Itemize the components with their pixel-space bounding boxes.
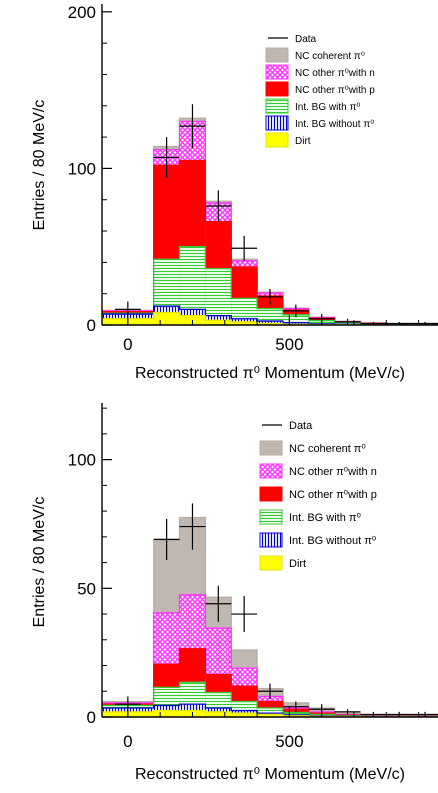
data-point bbox=[334, 709, 361, 715]
legend-swatch bbox=[265, 81, 289, 97]
legend-entry: NC other π⁰with p bbox=[259, 486, 377, 502]
legend-swatch bbox=[265, 47, 289, 63]
legend-label: Int. BG without π⁰ bbox=[295, 119, 374, 130]
data-point bbox=[114, 301, 141, 318]
y-axis-label: Entries / 80 MeV/c bbox=[31, 100, 48, 231]
legend-label: NC coherent π⁰ bbox=[289, 443, 366, 455]
legend-entry: NC coherent π⁰ bbox=[265, 47, 365, 63]
legend-label: Int. BG with π⁰ bbox=[295, 102, 360, 113]
y-tick-label: 200 bbox=[68, 3, 96, 22]
data-point bbox=[153, 137, 180, 178]
legend-entry: NC other π⁰with p bbox=[265, 81, 375, 97]
series-int-bg-with- bbox=[102, 246, 438, 326]
legend-entry: Dirt bbox=[259, 555, 306, 571]
legend: Data NC coherent π⁰ NC other π⁰with n NC ot… bbox=[265, 34, 375, 148]
x-axis-label: Reconstructed π⁰ Momentum (MeV/c) bbox=[135, 766, 405, 783]
hist-bin bbox=[153, 710, 180, 717]
axis-layer: 0 50 100 0 500 bbox=[68, 403, 438, 751]
data-point bbox=[205, 585, 232, 622]
hist-bin bbox=[257, 323, 283, 325]
legend-swatch bbox=[265, 98, 289, 114]
hist-bin bbox=[282, 314, 309, 325]
data-point bbox=[179, 104, 206, 149]
y-tick-label: 0 bbox=[87, 708, 96, 727]
legend-swatch bbox=[259, 555, 283, 571]
x-tick-label: 500 bbox=[275, 335, 303, 354]
legend-label: Int. BG with π⁰ bbox=[289, 512, 361, 524]
x-tick-label: 500 bbox=[275, 732, 303, 751]
data-point bbox=[257, 288, 283, 305]
data-point bbox=[231, 235, 258, 261]
legend: Data NC coherent π⁰ NC other π⁰with n NC ot… bbox=[259, 420, 377, 571]
legend-entry: NC other π⁰with n bbox=[265, 64, 375, 80]
legend-label: Dirt bbox=[289, 558, 306, 570]
axis-layer: 0 100 200 0 500 bbox=[68, 3, 438, 354]
data-point bbox=[360, 711, 387, 717]
legend-label: NC other π⁰with p bbox=[295, 85, 375, 96]
legend-entry: Int. BG with π⁰ bbox=[265, 98, 360, 114]
hist-bin bbox=[231, 321, 258, 325]
legend-label: Dirt bbox=[295, 136, 311, 147]
legend-entry: Data bbox=[268, 34, 317, 45]
legend-entry: Int. BG without π⁰ bbox=[265, 115, 374, 131]
chart-bottom: 0 50 100 0 500 Data NC coherent π⁰ NC other π⁰… bbox=[31, 403, 438, 783]
legend-label: Data bbox=[289, 420, 313, 432]
legend-label: NC other π⁰with p bbox=[289, 489, 377, 501]
y-axis-label: Entries / 80 MeV/c bbox=[31, 497, 48, 628]
legend-entry: NC other π⁰with n bbox=[259, 463, 377, 479]
data-point bbox=[386, 711, 413, 717]
legend-entry: Int. BG without π⁰ bbox=[259, 532, 377, 548]
histogram-layer bbox=[102, 117, 438, 326]
legend-entry: NC coherent π⁰ bbox=[259, 440, 366, 456]
hist-bin bbox=[153, 312, 180, 325]
hist-bin bbox=[205, 711, 232, 717]
data-point bbox=[334, 318, 361, 325]
data-points-layer bbox=[114, 104, 438, 325]
y-tick-label: 100 bbox=[68, 451, 96, 470]
legend-entry: Dirt bbox=[265, 132, 311, 148]
x-tick-label: 0 bbox=[123, 732, 132, 751]
legend-label: NC coherent π⁰ bbox=[295, 51, 365, 62]
y-tick-label: 0 bbox=[87, 316, 96, 335]
x-tick-label: 0 bbox=[123, 335, 132, 354]
data-point bbox=[282, 304, 309, 318]
data-point bbox=[179, 503, 206, 550]
data-point bbox=[153, 518, 180, 560]
y-tick-label: 50 bbox=[77, 579, 96, 598]
y-tick-label: 100 bbox=[68, 159, 96, 178]
histogram-layer bbox=[102, 516, 438, 718]
data-point bbox=[257, 683, 283, 699]
hist-bin bbox=[257, 714, 283, 717]
legend-swatch bbox=[265, 132, 289, 148]
data-point bbox=[205, 190, 232, 222]
legend-label: NC other π⁰with n bbox=[289, 466, 377, 478]
legend-swatch bbox=[265, 115, 289, 131]
legend-swatch bbox=[265, 64, 289, 80]
legend-swatch bbox=[259, 486, 283, 502]
data-point bbox=[231, 596, 258, 633]
legend-label: Int. BG without π⁰ bbox=[289, 535, 377, 547]
data-points-layer bbox=[114, 503, 438, 717]
legend-swatch bbox=[259, 463, 283, 479]
legend-swatch bbox=[259, 532, 283, 548]
legend-swatch bbox=[259, 440, 283, 456]
data-point bbox=[282, 701, 309, 712]
hist-bin bbox=[231, 713, 258, 717]
x-axis-label: Reconstructed π⁰ Momentum (MeV/c) bbox=[135, 365, 405, 382]
legend-label: NC other π⁰with n bbox=[295, 68, 375, 79]
legend-swatch bbox=[259, 509, 283, 525]
data-point bbox=[412, 711, 438, 717]
legend-entry: Data bbox=[262, 420, 313, 432]
legend-label: Data bbox=[295, 34, 317, 45]
hist-bin bbox=[205, 320, 232, 325]
chart-top: 0 100 200 0 500 Data NC coherent π⁰ NC other π… bbox=[31, 3, 438, 382]
legend-entry: Int. BG with π⁰ bbox=[259, 509, 361, 525]
